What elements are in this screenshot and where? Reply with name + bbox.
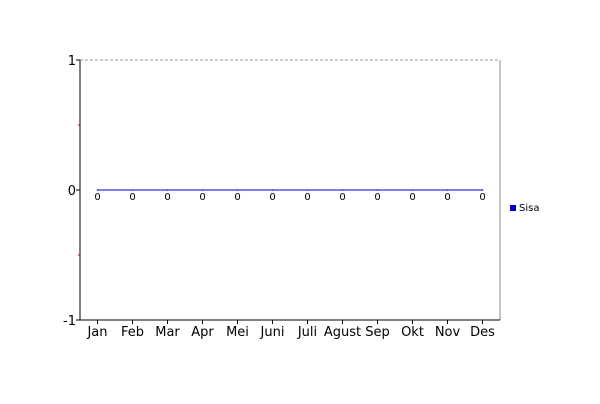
data-point (96, 189, 99, 191)
data-label: 0 (374, 192, 380, 203)
data-point (201, 189, 204, 191)
data-label: 0 (94, 192, 100, 203)
data-point (411, 189, 414, 191)
data-point (341, 189, 344, 191)
data-label: 0 (164, 192, 170, 203)
x-tick-label: Nov (435, 325, 461, 340)
data-point (271, 189, 274, 191)
data-point (236, 189, 239, 191)
data-label: 0 (129, 192, 135, 203)
data-point (166, 189, 169, 191)
legend-marker (510, 205, 516, 211)
data-label: 0 (304, 192, 310, 203)
data-point (446, 189, 449, 191)
data-point (481, 189, 484, 191)
x-tick-label: Juli (297, 325, 317, 340)
x-tick-label: Feb (121, 325, 144, 340)
data-point (131, 189, 134, 191)
x-tick-label: Jan (86, 325, 107, 340)
y-tick-label: 1 (68, 54, 76, 69)
x-tick-label: Agust (324, 325, 361, 340)
legend-label: Sisa (519, 203, 539, 214)
data-label: 0 (409, 192, 415, 203)
x-tick-label: Sep (365, 325, 390, 340)
data-label: 0 (199, 192, 205, 203)
data-label: 0 (339, 192, 345, 203)
y-tick-label: -1 (63, 314, 76, 329)
x-tick-label: Juni (260, 325, 285, 340)
x-tick-label: Apr (191, 325, 214, 340)
x-tick-label: Mar (155, 325, 180, 340)
x-tick-label: Mei (226, 325, 249, 340)
y-tick-label: 0 (68, 184, 76, 199)
x-tick-label: Des (470, 325, 495, 340)
x-tick-label: Okt (401, 325, 424, 340)
data-label: 0 (444, 192, 450, 203)
data-label: 0 (269, 192, 275, 203)
data-point (306, 189, 309, 191)
data-point (376, 189, 379, 191)
data-label: 0 (479, 192, 485, 203)
data-label: 0 (234, 192, 240, 203)
